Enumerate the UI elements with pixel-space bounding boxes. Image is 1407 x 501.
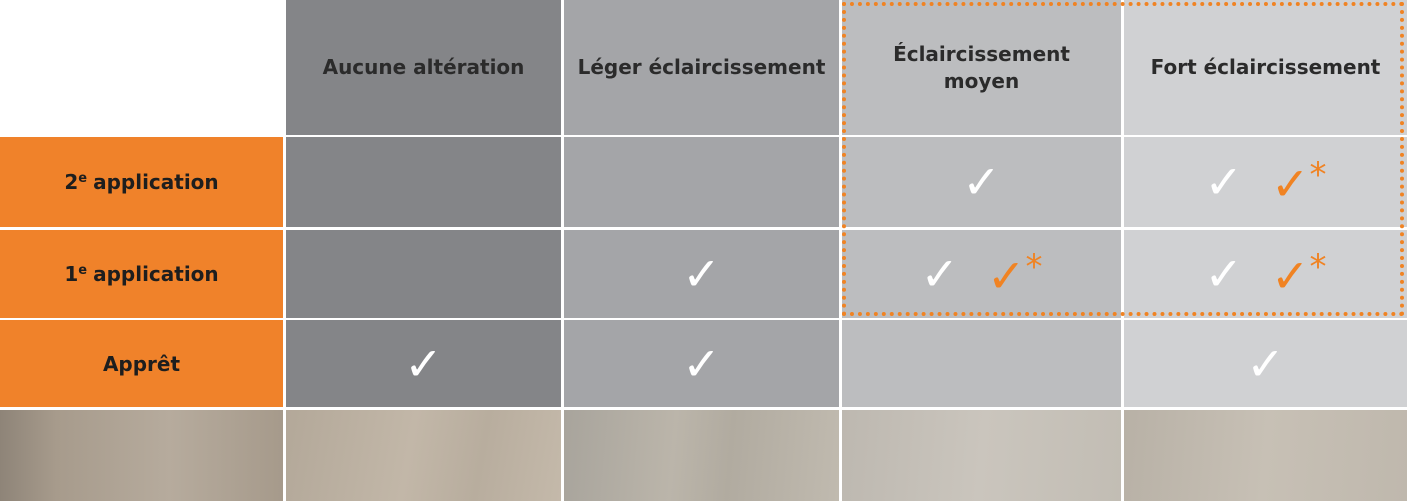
checkmark-group: ✓* — [1271, 158, 1327, 207]
header-text: Aucune altération — [322, 55, 525, 79]
checkmark-group: ✓ — [682, 251, 721, 297]
checkmark: ✓ — [920, 247, 959, 301]
row-label-text: Apprêt — [103, 352, 180, 376]
table-cell: ✓ ✓* — [842, 230, 1121, 318]
row-label: Apprêt — [0, 320, 283, 407]
checkmark: ✓ — [1246, 336, 1285, 391]
checkmark-group: ✓ — [404, 341, 443, 387]
table-cell: ✓ — [564, 320, 839, 407]
wood-sample — [842, 410, 1121, 501]
checkmark-group: ✓ — [1204, 251, 1243, 297]
checkmark-group: ✓ — [682, 341, 721, 387]
checkmark: ✓ — [682, 247, 721, 301]
row-number: 2 — [64, 170, 79, 194]
row-label: 1e application — [0, 230, 283, 318]
table-cell — [286, 137, 561, 227]
column-header: Éclaircissement moyen — [842, 0, 1121, 135]
wood-sample — [0, 410, 283, 501]
row-number: 1 — [64, 262, 79, 286]
header-text: Léger éclaircissement — [577, 55, 826, 79]
row-text: application — [93, 262, 219, 286]
row-text: application — [93, 170, 219, 194]
row-superscript: e — [78, 171, 88, 186]
header-text: Fort éclaircissement — [1150, 55, 1381, 79]
checkmark: ✓ — [1204, 247, 1243, 301]
checkmark: ✓ — [1271, 156, 1310, 211]
table-cell: ✓ — [842, 137, 1121, 227]
table-cell — [564, 137, 839, 227]
row-label-text: 2e application — [64, 170, 218, 194]
row-text: Apprêt — [102, 351, 181, 376]
row-label: 2e application — [0, 137, 283, 227]
table-cell: ✓ ✓* — [1124, 230, 1407, 318]
checkmark: ✓ — [987, 248, 1026, 303]
table-cell — [842, 320, 1121, 407]
checkmark-group: ✓ — [920, 251, 959, 297]
wood-sample — [1124, 410, 1407, 501]
wood-sample — [286, 410, 561, 501]
checkmark: ✓ — [962, 155, 1001, 209]
checkmark-group: ✓ — [1204, 159, 1243, 205]
row-label-text: 1e application — [64, 262, 218, 286]
checkmark-group: ✓* — [987, 250, 1043, 299]
note-asterisk: * — [1309, 246, 1327, 287]
table-cell — [286, 230, 561, 318]
row-superscript: e — [78, 263, 88, 278]
table-cell: ✓ — [1124, 320, 1407, 407]
checkmark: ✓ — [404, 336, 443, 391]
column-header: Léger éclaircissement — [564, 0, 839, 135]
header-text: Éclaircissement moyen — [893, 41, 1070, 93]
checkmark: ✓ — [1204, 155, 1243, 209]
checkmark-group: ✓ — [962, 159, 1001, 205]
column-header: Fort éclaircissement — [1124, 0, 1407, 135]
checkmark: ✓ — [1271, 248, 1310, 303]
table-cell: ✓ ✓* — [1124, 137, 1407, 227]
checkmark-group: ✓* — [1271, 250, 1327, 299]
table-cell: ✓ — [286, 320, 561, 407]
wood-sample — [564, 410, 839, 501]
table-cell: ✓ — [564, 230, 839, 318]
checkmark: ✓ — [682, 336, 721, 391]
checkmark-group: ✓ — [1246, 341, 1285, 387]
note-asterisk: * — [1309, 154, 1327, 195]
column-header: Aucune altération — [286, 0, 561, 135]
note-asterisk: * — [1025, 246, 1043, 287]
